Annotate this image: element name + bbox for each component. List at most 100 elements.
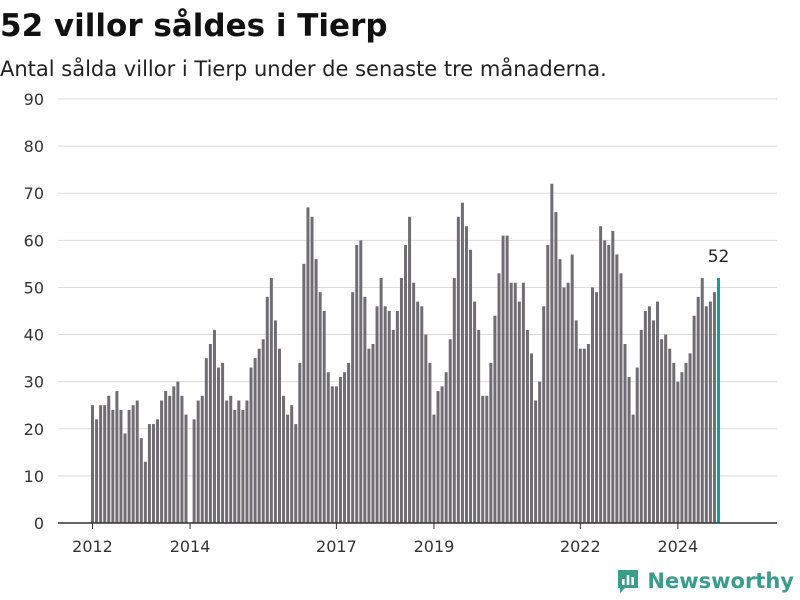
bar — [208, 343, 212, 523]
bar — [570, 254, 574, 523]
bar — [420, 306, 424, 523]
bar — [473, 301, 477, 523]
bar — [412, 282, 416, 523]
bar — [111, 409, 115, 523]
bar — [143, 461, 147, 523]
bar — [432, 414, 436, 523]
bar — [338, 376, 342, 523]
bar — [566, 282, 570, 523]
bar — [700, 278, 704, 523]
bar — [635, 367, 639, 523]
bar — [440, 386, 444, 523]
bar — [127, 409, 131, 523]
bar — [676, 381, 680, 523]
y-tick-label: 90 — [24, 90, 44, 109]
x-tick-label: 2012 — [72, 537, 113, 556]
bar — [330, 386, 334, 523]
bar — [249, 367, 253, 523]
labels: 0 10 20 30 40 50 60 70 80 90 2012 2014 2017 2019 2022 2… — [24, 90, 730, 556]
bar-highlight — [717, 278, 721, 523]
bar — [607, 245, 611, 524]
bar — [660, 339, 664, 523]
bar — [139, 438, 143, 523]
bar — [672, 362, 676, 523]
bar — [424, 334, 428, 523]
bar — [196, 400, 200, 523]
bar — [505, 235, 509, 523]
bar — [599, 226, 603, 523]
bar — [469, 249, 473, 523]
bar — [212, 329, 216, 523]
newsworthy-logo[interactable]: Newsworthy — [616, 568, 794, 594]
bar — [542, 306, 546, 523]
bar — [481, 395, 485, 523]
bar — [664, 334, 668, 523]
bar — [298, 362, 302, 523]
y-tick-label: 50 — [24, 278, 44, 297]
bar — [318, 292, 322, 523]
brand-name: Newsworthy — [647, 569, 794, 593]
y-tick-label: 60 — [24, 231, 44, 250]
bar — [651, 320, 655, 523]
bar — [277, 348, 281, 523]
x-tick-label: 2022 — [560, 537, 601, 556]
bar — [383, 306, 387, 523]
bar — [294, 424, 298, 523]
bar — [314, 259, 318, 523]
bar — [550, 183, 554, 524]
bar — [233, 409, 237, 523]
bar — [615, 254, 619, 523]
bar — [282, 395, 286, 523]
newsworthy-logo-icon — [618, 570, 639, 593]
bar — [387, 311, 391, 523]
bar — [180, 395, 184, 523]
bar — [627, 376, 631, 523]
bar — [517, 301, 521, 523]
chart-subtitle: Antal sålda villor i Tierp under de sena… — [0, 57, 607, 81]
bar — [359, 240, 363, 524]
bar — [485, 395, 489, 523]
bar — [464, 226, 468, 523]
bar — [184, 414, 188, 523]
bar — [590, 287, 594, 523]
bar — [688, 353, 692, 523]
bar — [696, 296, 700, 523]
bar — [269, 278, 273, 523]
bar — [375, 306, 379, 523]
bar — [371, 343, 375, 523]
bar — [538, 381, 542, 523]
bar — [444, 372, 448, 523]
bar — [176, 381, 180, 523]
bar — [452, 278, 456, 523]
bar — [347, 362, 351, 523]
x-tick-label: 2024 — [658, 537, 699, 556]
bar — [229, 395, 233, 523]
bar — [391, 329, 395, 523]
bar — [647, 306, 651, 523]
bar — [351, 292, 355, 523]
chart-title: 52 villor såldes i Tierp — [0, 8, 388, 44]
bar — [477, 329, 481, 523]
bar — [123, 433, 127, 523]
bar — [253, 358, 257, 523]
bar — [623, 343, 627, 523]
bar — [489, 362, 493, 523]
bar — [221, 362, 225, 523]
bar — [379, 278, 383, 523]
bar — [164, 391, 168, 523]
bar — [135, 400, 139, 523]
bar — [668, 348, 672, 523]
bar — [399, 278, 403, 523]
bar — [639, 329, 643, 523]
bar — [558, 259, 562, 523]
axes — [58, 522, 777, 529]
bar — [261, 339, 265, 523]
bar — [521, 282, 525, 523]
bar — [257, 348, 261, 523]
bar — [172, 386, 176, 523]
bar — [237, 400, 241, 523]
bar — [241, 409, 245, 523]
x-tick-label: 2017 — [316, 537, 357, 556]
bar — [562, 287, 566, 523]
